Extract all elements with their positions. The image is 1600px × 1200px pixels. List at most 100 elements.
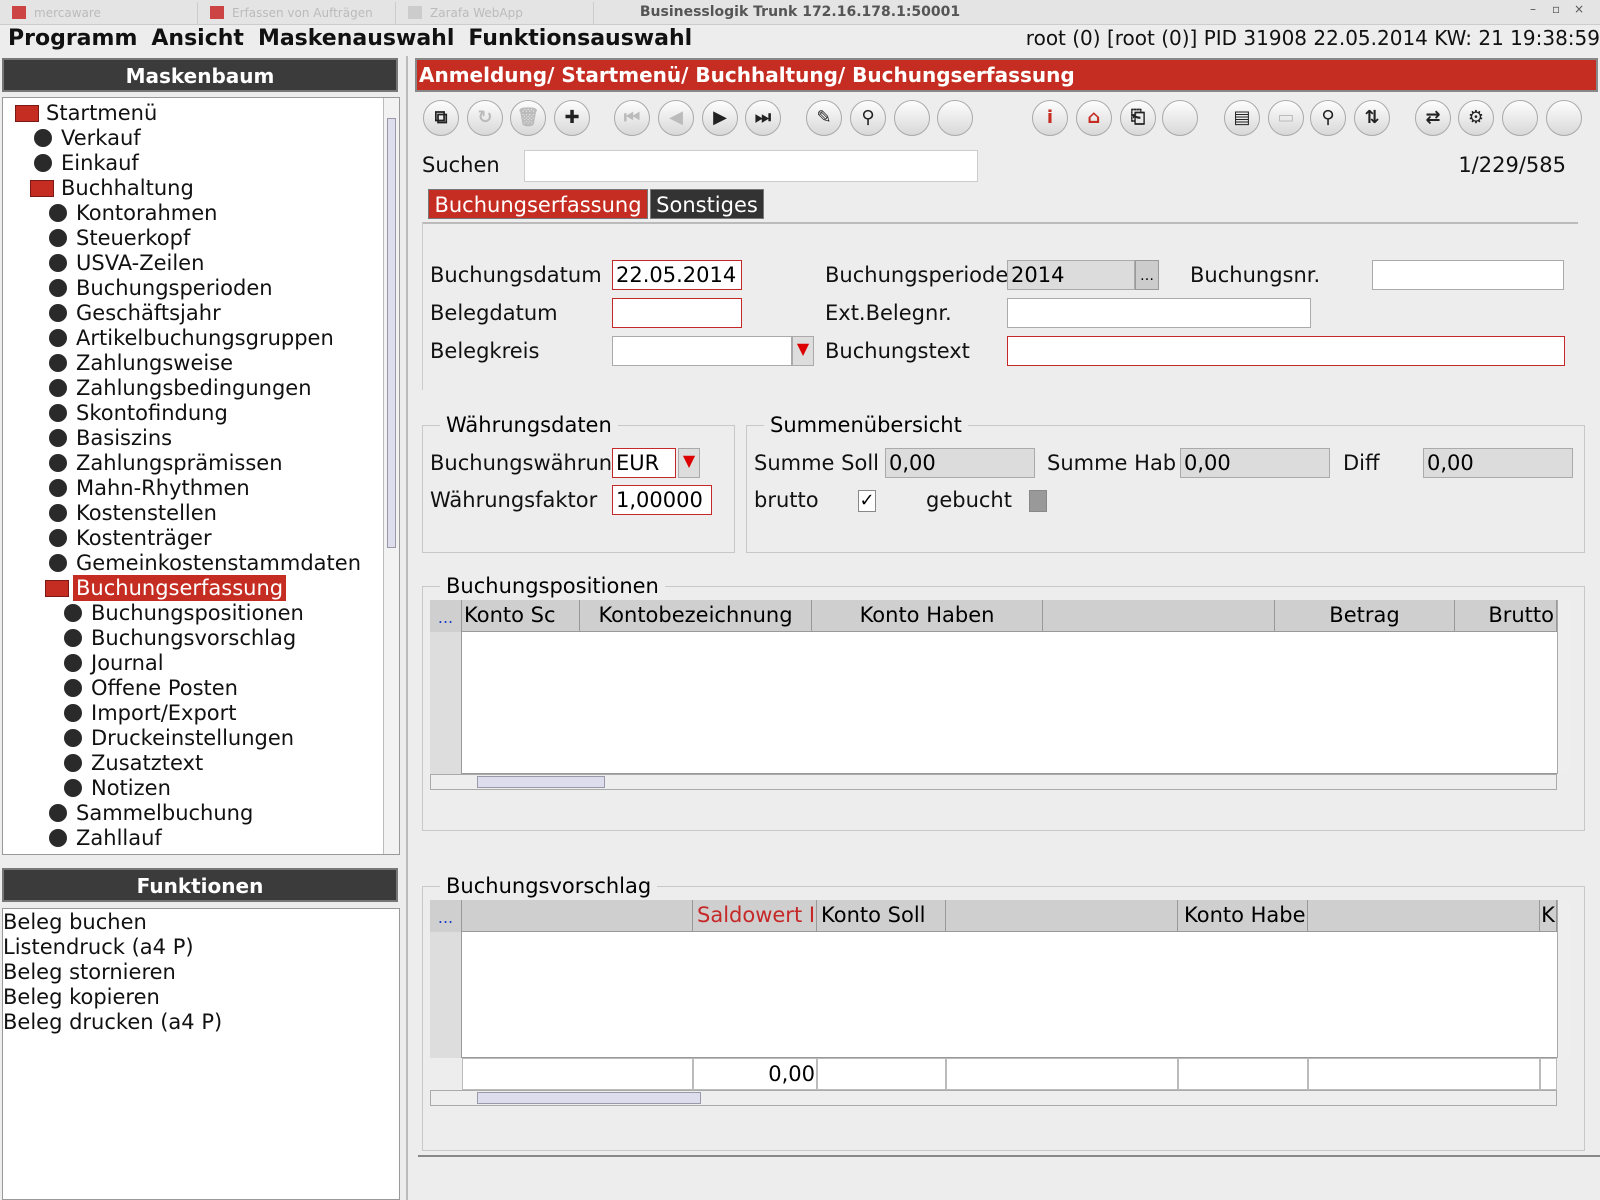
field-input[interactable]: 0,00 (1423, 448, 1573, 478)
toolbar-button[interactable] (937, 100, 973, 136)
tree-item[interactable]: Geschäftsjahr (76, 301, 221, 325)
field-input[interactable]: 2014 (1007, 260, 1135, 290)
tree-item[interactable]: Zusatztext (91, 751, 204, 775)
toolbar-button[interactable]: ⧉ (423, 100, 459, 136)
tree-item[interactable]: Steuerkopf (76, 226, 191, 250)
tree-item[interactable]: Buchhaltung (61, 176, 194, 200)
toolbar-button[interactable] (894, 100, 930, 136)
column-header[interactable]: Betrag (1275, 600, 1455, 632)
tree-item[interactable]: Import/Export (91, 701, 237, 725)
function-item[interactable]: Beleg drucken (a4 P) (3, 1010, 223, 1034)
window-control[interactable]: × (1574, 2, 1585, 16)
tree-item[interactable]: Basiszins (76, 426, 173, 450)
toolbar-button[interactable]: ✚ (554, 100, 590, 136)
tab[interactable]: Buchungserfassung (428, 189, 648, 219)
function-item[interactable]: Beleg kopieren (3, 985, 160, 1009)
toolbar-button[interactable]: ↻ (467, 100, 503, 136)
more-button[interactable]: ... (430, 900, 462, 932)
field-input[interactable] (1372, 260, 1564, 290)
search-input[interactable] (524, 150, 978, 182)
toolbar-button[interactable]: ⚲ (1310, 100, 1346, 136)
window-control[interactable]: – (1530, 2, 1536, 16)
tree-item[interactable]: Mahn-Rhythmen (76, 476, 250, 500)
tree-item[interactable]: Kontorahmen (76, 201, 218, 225)
tree-item[interactable]: Einkauf (61, 151, 139, 175)
field-input[interactable]: 1,00000 (612, 485, 712, 515)
tree-item[interactable]: Buchungspositionen (91, 601, 304, 625)
function-item[interactable]: Listendruck (a4 P) (3, 935, 194, 959)
menu-item[interactable]: Maskenauswahl (257, 26, 455, 51)
toolbar-button[interactable]: ▤ (1224, 100, 1260, 136)
tree-item[interactable]: Sammelbuchung (76, 801, 254, 825)
menu-item[interactable]: Programm (8, 26, 138, 51)
toolbar-button[interactable]: ⏮ (614, 100, 650, 136)
toolbar-button[interactable]: ⌂ (1076, 100, 1112, 136)
field-input[interactable] (1007, 298, 1311, 328)
menu-item[interactable]: Ansicht (151, 26, 244, 51)
tree-item[interactable]: Buchungsvorschlag (91, 626, 297, 650)
column-header[interactable]: Konto Haben (812, 600, 1043, 632)
tree-item[interactable]: Buchungserfassung (73, 575, 287, 601)
toolbar-button[interactable]: ⎗ (1120, 100, 1156, 136)
toolbar-button[interactable]: ⚙ (1458, 100, 1494, 136)
tree-item[interactable]: Zahllauf (76, 826, 162, 850)
field-input[interactable] (1007, 336, 1565, 366)
column-header[interactable]: Konto Soll (817, 900, 946, 932)
menu-item[interactable]: Funktionsauswahl (468, 26, 693, 51)
toolbar-button[interactable]: i (1032, 100, 1068, 136)
field-input[interactable] (612, 298, 742, 328)
field-input[interactable]: 0,00 (1180, 448, 1330, 478)
tree-item[interactable]: Zahlungsweise (76, 351, 234, 375)
column-header[interactable]: Saldowert I (693, 900, 817, 932)
checkbox[interactable] (1029, 490, 1047, 512)
field-input[interactable]: 22.05.2014 (612, 260, 742, 290)
window-control[interactable]: ▫ (1552, 2, 1561, 16)
toolbar-button[interactable]: ▭ (1268, 100, 1304, 136)
lookup-button[interactable]: … (1135, 260, 1159, 290)
field-input[interactable] (612, 336, 792, 366)
function-item[interactable]: Beleg buchen (3, 910, 147, 934)
tab[interactable]: Sonstiges (650, 189, 764, 219)
column-header[interactable]: K (1540, 900, 1557, 932)
toolbar-button[interactable] (1502, 100, 1538, 136)
column-header[interactable]: Brutto (1455, 600, 1557, 632)
tree-item[interactable]: Startmenü (46, 101, 158, 125)
toolbar-button[interactable]: ⇅ (1354, 100, 1390, 136)
tree-item[interactable]: Kostenstellen (76, 501, 217, 525)
more-button[interactable]: ... (430, 600, 462, 632)
field-input[interactable]: 0,00 (885, 448, 1035, 478)
combo-arrow[interactable]: ▼ (678, 448, 700, 478)
tree-item[interactable]: Zahlungsbedingungen (76, 376, 312, 400)
tree-item[interactable]: Kostenträger (76, 526, 212, 550)
tree-item[interactable]: Zahlungsprämissen (76, 451, 283, 475)
toolbar-button[interactable]: ⇄ (1415, 100, 1451, 136)
function-item[interactable]: Beleg stornieren (3, 960, 176, 984)
tree-item[interactable]: Artikelbuchungsgruppen (76, 326, 334, 350)
tree-item[interactable]: Gemeinkostenstammdaten (76, 551, 361, 575)
toolbar-button[interactable]: ◀ (658, 100, 694, 136)
toolbar-button[interactable]: 🗑 (510, 100, 546, 136)
toolbar-button[interactable] (1546, 100, 1582, 136)
tree-item[interactable]: USVA-Zeilen (76, 251, 205, 275)
tree-item[interactable]: Buchungsperioden (76, 276, 273, 300)
combo-arrow[interactable]: ▼ (792, 336, 814, 366)
toolbar-button[interactable]: ✎ (806, 100, 842, 136)
tree-item[interactable]: Druckeinstellungen (91, 726, 295, 750)
tree-item[interactable]: Skontofindung (76, 401, 228, 425)
toolbar-button[interactable]: ⚲ (850, 100, 886, 136)
column-header[interactable]: Konto Sc (462, 600, 580, 632)
toolbar-button[interactable]: ⏭ (745, 100, 781, 136)
tree-item[interactable]: Offene Posten (91, 676, 238, 700)
column-header[interactable] (462, 900, 693, 932)
column-header[interactable]: Kontobezeichnung (580, 600, 812, 632)
column-header[interactable]: Konto Habe (1178, 900, 1308, 932)
tree-item[interactable]: Verkauf (61, 126, 141, 150)
toolbar-button[interactable]: ▶ (702, 100, 738, 136)
column-header[interactable] (946, 900, 1178, 932)
column-header[interactable] (1308, 900, 1540, 932)
toolbar-button[interactable] (1162, 100, 1198, 136)
tree-item[interactable]: Journal (91, 651, 164, 675)
field-input[interactable]: EUR (612, 448, 676, 478)
tree-item[interactable]: Notizen (91, 776, 171, 800)
checkbox[interactable]: ✓ (858, 490, 876, 512)
